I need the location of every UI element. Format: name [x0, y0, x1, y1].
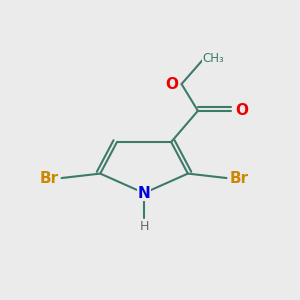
Text: Br: Br: [40, 170, 59, 185]
Text: O: O: [236, 103, 248, 118]
Text: H: H: [140, 220, 149, 233]
Text: O: O: [166, 76, 178, 92]
Text: N: N: [138, 186, 150, 201]
Text: Br: Br: [230, 170, 249, 185]
Text: CH₃: CH₃: [203, 52, 224, 65]
